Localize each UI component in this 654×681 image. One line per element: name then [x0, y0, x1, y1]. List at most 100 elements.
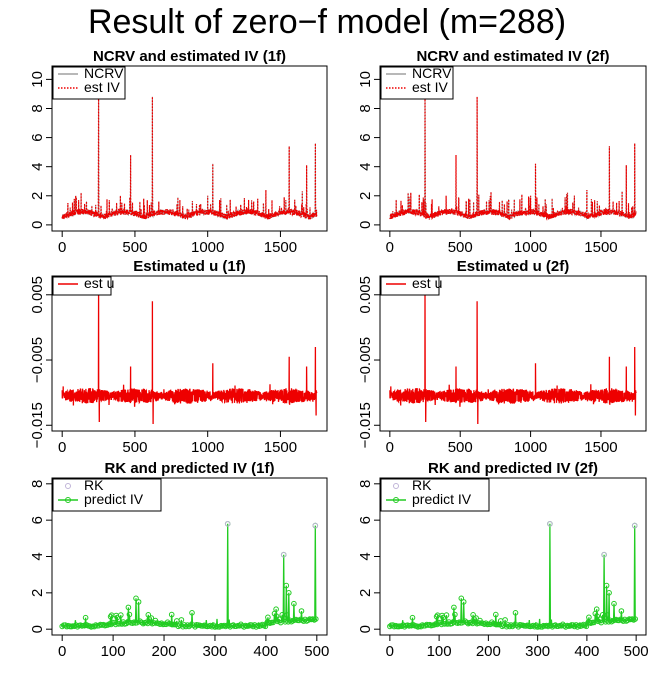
- x-tick-label: 0: [58, 239, 66, 256]
- x-tick-label: 0: [386, 239, 394, 256]
- panel-ncrv-1f: NCRV and estimated IV (1f) 0 500 1000 1500 0 2…: [29, 48, 328, 256]
- plot-area: [389, 284, 637, 425]
- y-tick-label: 4: [357, 163, 374, 171]
- panel-title: RK and predicted IV (1f): [104, 460, 274, 477]
- x-tick-label: 100: [427, 643, 452, 660]
- point-predict-iv: [286, 590, 292, 596]
- legend-marker: [393, 483, 399, 489]
- point-predict-iv: [184, 622, 191, 628]
- x-tick-label: 300: [525, 643, 550, 660]
- legend-label: est IV: [84, 79, 120, 95]
- panel-u-1f: Estimated u (1f) 0 500 1000 1500 −0.015 −0.005…: [29, 258, 328, 456]
- panel-title: NCRV and estimated IV (2f): [416, 48, 609, 65]
- x-tick-label: 1000: [191, 239, 224, 256]
- plot-frame: [51, 65, 328, 232]
- legend-label: est IV: [412, 79, 448, 95]
- legend: est u: [52, 275, 114, 296]
- legend-label: est u: [412, 275, 442, 291]
- point-predict-iv: [189, 610, 195, 616]
- point-predict-iv: [178, 617, 185, 623]
- x-tick-label: 500: [448, 439, 473, 456]
- x-tick-label: 500: [304, 643, 329, 660]
- point-predict-iv: [118, 612, 124, 618]
- x-tick-label: 500: [122, 239, 147, 256]
- point-rk: [631, 522, 638, 529]
- series-predict-iv-line: [389, 523, 637, 630]
- point-predict-iv: [409, 614, 416, 621]
- x-tick-label: 400: [253, 643, 278, 660]
- point-predict-iv: [148, 615, 155, 621]
- point-predict-iv: [512, 610, 519, 616]
- legend-box: [380, 276, 440, 296]
- point-predict-iv: [168, 611, 175, 618]
- y-tick-label: −0.005: [29, 337, 46, 383]
- x-tick-label: 1000: [514, 239, 547, 256]
- plot-area: [59, 521, 319, 630]
- point-predict-iv: [265, 614, 271, 621]
- x-tick-label: 200: [152, 643, 177, 660]
- y-tick-label: 0.005: [357, 276, 374, 314]
- panel-ncrv-2f: NCRV and estimated IV (2f) 0 500 1000 1500 0 2…: [357, 48, 647, 256]
- plot-frame: [379, 275, 647, 432]
- x-tick-label: 300: [202, 643, 227, 660]
- point-predict-iv: [473, 615, 479, 621]
- y-tick-label: 2: [357, 192, 374, 200]
- plot-area: [387, 521, 639, 630]
- y-tick-label: 0: [29, 221, 46, 229]
- point-rk: [312, 522, 319, 529]
- series-est-iv-line: [61, 76, 318, 221]
- y-tick-label: 6: [29, 133, 46, 141]
- legend-box: [380, 478, 490, 512]
- y-tick-label: 0: [357, 221, 374, 229]
- plot-area: [389, 76, 637, 221]
- point-predict-iv: [273, 606, 279, 613]
- x-tick-label: 500: [448, 239, 473, 256]
- point-predict-iv: [126, 611, 133, 618]
- point-predict-iv: [502, 617, 508, 623]
- point-predict-iv: [133, 595, 139, 602]
- point-predict-iv: [187, 622, 194, 628]
- x-tick-label: 1000: [191, 439, 224, 456]
- x-tick-label: 1500: [264, 439, 297, 456]
- point-predict-iv: [493, 611, 499, 618]
- legend-box: [380, 66, 454, 100]
- panel-title: Estimated u (2f): [457, 258, 570, 275]
- y-tick-label: 6: [357, 516, 374, 524]
- x-tick-label: 0: [58, 439, 66, 456]
- point-predict-iv: [604, 612, 610, 618]
- point-predict-iv: [570, 622, 576, 628]
- series-est-u-line: [61, 284, 318, 425]
- x-tick-label: 1500: [584, 239, 617, 256]
- point-predict-iv: [298, 608, 305, 614]
- y-tick-label: 2: [357, 589, 374, 597]
- point-rk: [547, 521, 553, 527]
- legend-box: [52, 276, 112, 296]
- y-tick-label: −0.015: [29, 402, 46, 448]
- legend-marker: [65, 497, 71, 503]
- point-predict-iv: [283, 582, 290, 589]
- point-predict-iv: [618, 608, 625, 614]
- y-tick-label: 10: [357, 71, 374, 88]
- y-tick-label: 4: [357, 552, 374, 560]
- legend-label: NCRV: [412, 65, 452, 81]
- x-tick-label: 400: [574, 643, 599, 660]
- plot-frame: [379, 65, 647, 232]
- legend-box: [52, 478, 162, 512]
- panel-title: NCRV and estimated IV (1f): [93, 48, 286, 65]
- panel-title: RK and predicted IV (2f): [428, 460, 598, 477]
- point-predict-iv: [452, 611, 458, 618]
- point-predict-iv: [583, 623, 590, 630]
- point-predict-iv: [596, 616, 603, 623]
- panel-rk-2f: RK and predicted IV (2f) 0 100 200 300 400 500…: [357, 460, 649, 660]
- x-tick-label: 500: [122, 439, 147, 456]
- x-tick-label: 1500: [264, 239, 297, 256]
- x-tick-label: 0: [58, 643, 66, 660]
- x-tick-label: 200: [476, 643, 501, 660]
- point-predict-iv: [443, 612, 450, 618]
- y-tick-label: 2: [29, 589, 46, 597]
- series-predict-iv-line: [61, 523, 317, 630]
- point-predict-iv: [603, 582, 610, 589]
- legend-label: est u: [84, 275, 114, 291]
